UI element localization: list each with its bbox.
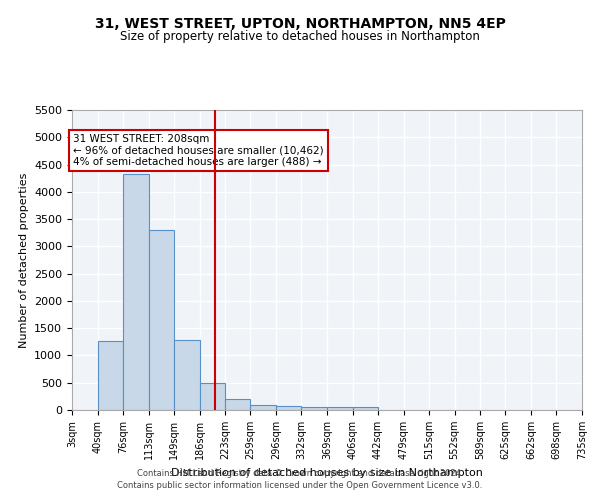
Bar [199, 384, 225, 410]
Bar [149, 230, 174, 410]
Y-axis label: Number of detached properties: Number of detached properties [19, 172, 29, 348]
Bar [301, 406, 327, 410]
Bar [98, 340, 123, 410]
Text: Contains HM Land Registry data © Crown copyright and database right 2024.
Contai: Contains HM Land Registry data © Crown c… [118, 468, 482, 490]
Bar [353, 406, 378, 410]
Bar [327, 406, 353, 410]
Bar [225, 398, 250, 410]
Text: 31, WEST STREET, UPTON, NORTHAMPTON, NN5 4EP: 31, WEST STREET, UPTON, NORTHAMPTON, NN5… [95, 18, 505, 32]
Bar [174, 340, 199, 410]
Bar [123, 174, 149, 410]
Text: 31 WEST STREET: 208sqm
← 96% of detached houses are smaller (10,462)
4% of semi-: 31 WEST STREET: 208sqm ← 96% of detached… [73, 134, 324, 167]
Bar [276, 406, 301, 410]
X-axis label: Distribution of detached houses by size in Northampton: Distribution of detached houses by size … [171, 468, 483, 477]
Text: Size of property relative to detached houses in Northampton: Size of property relative to detached ho… [120, 30, 480, 43]
Bar [250, 405, 276, 410]
